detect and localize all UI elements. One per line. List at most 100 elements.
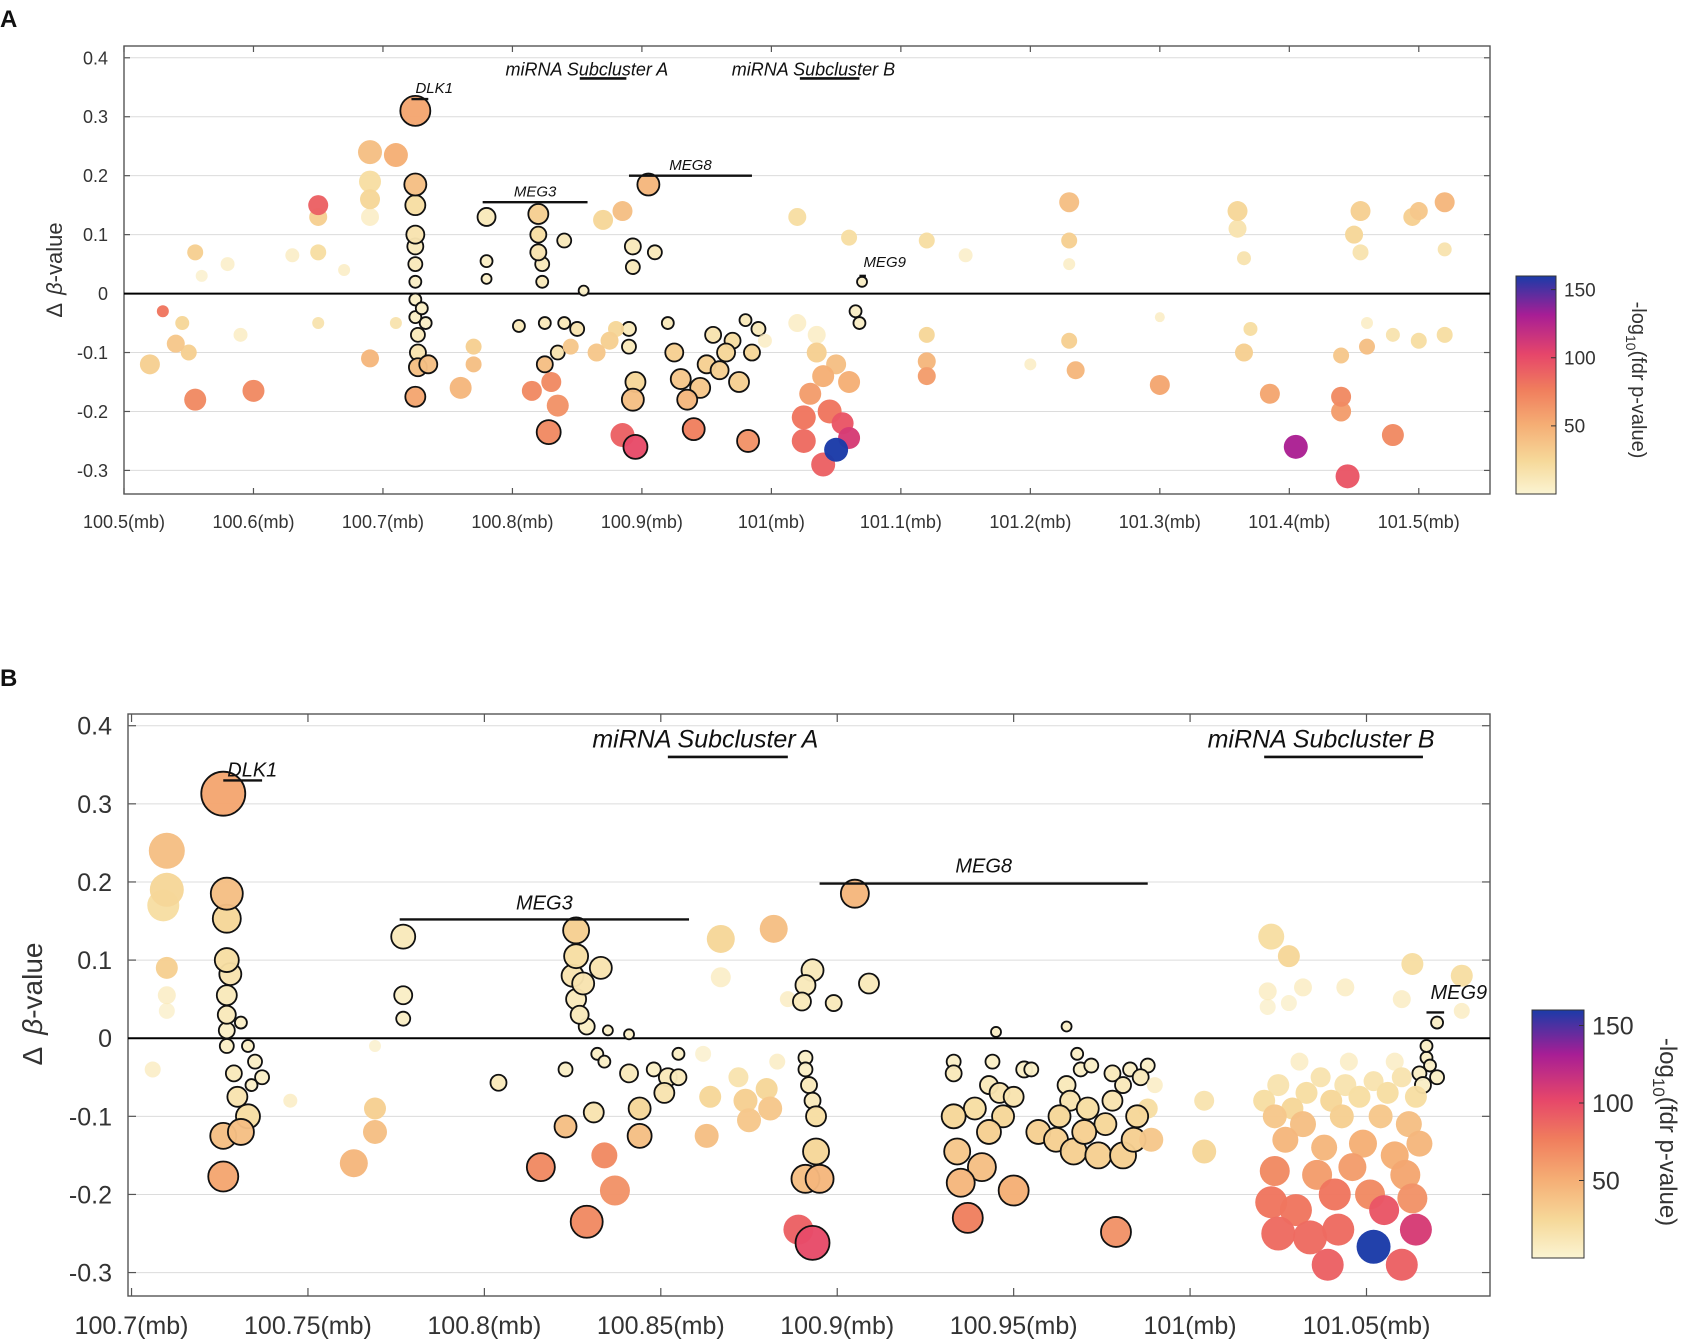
data-point: [676, 388, 699, 411]
y-tick-label: 0.4: [77, 713, 112, 741]
x-tick-label: 101(mb): [1144, 1312, 1237, 1340]
data-point: [958, 248, 973, 263]
data-point: [669, 368, 692, 390]
data-point: [1234, 343, 1253, 362]
data-point: [1345, 225, 1364, 244]
data-point: [791, 428, 816, 453]
data-point: [283, 1093, 298, 1108]
data-point: [750, 321, 767, 337]
data-point: [224, 1064, 243, 1083]
colorbar-tick-label: 100: [1564, 349, 1596, 370]
data-point: [1339, 1052, 1358, 1071]
data-point: [312, 317, 325, 330]
data-point: [1154, 312, 1165, 323]
data-point: [852, 316, 867, 330]
data-point: [1430, 1015, 1444, 1030]
data-point: [1100, 1216, 1132, 1248]
data-point: [1024, 358, 1037, 371]
gene-label: MEG9: [1430, 982, 1487, 1004]
data-point: [671, 1046, 686, 1061]
data-point: [1146, 1077, 1163, 1094]
data-point: [799, 382, 822, 405]
colorbar-ticks-b: 50 100 150: [1579, 1013, 1634, 1196]
panel-a: A 100.5(mb) 100.6(mb) 100.7(mb) 100.8(mb) 10…: [0, 6, 1649, 532]
data-point: [139, 354, 160, 375]
data-point: [571, 971, 596, 996]
data-point: [393, 985, 414, 1006]
x-axis-b: 100.7(mb) 100.75(mb) 100.8(mb) 100.85(mb) 10…: [75, 714, 1430, 1340]
data-point: [1149, 374, 1170, 395]
data-point: [623, 1028, 635, 1041]
data-point: [1397, 1183, 1428, 1214]
data-point: [368, 1040, 381, 1053]
data-point: [215, 984, 238, 1007]
data-point: [695, 1045, 712, 1062]
data-point: [1437, 242, 1452, 257]
data-point: [1227, 201, 1248, 222]
data-point: [769, 1053, 786, 1070]
x-tick-label: 100.85(mb): [597, 1312, 725, 1340]
data-point: [1360, 317, 1373, 330]
data-point: [362, 1119, 387, 1144]
gene-annotations-a: DLK1 MEG3 MEG8 MEG9: [411, 80, 907, 278]
data-point: [1259, 1156, 1290, 1187]
data-point: [217, 1021, 236, 1040]
data-point: [991, 1104, 1015, 1129]
data-point: [403, 172, 428, 197]
data-point: [414, 301, 429, 316]
gene-annotations-b: DLK1 MEG3 MEG8 MEG9: [223, 759, 1487, 1014]
data-point: [1336, 978, 1355, 997]
data-point: [653, 1081, 676, 1104]
data-point: [940, 1103, 967, 1130]
data-point: [1061, 332, 1078, 349]
data-point: [308, 195, 329, 216]
panel-label-b: B: [0, 665, 17, 692]
data-point: [1293, 1220, 1328, 1255]
data-point: [476, 207, 497, 227]
data-point: [418, 316, 433, 330]
data-point: [1283, 434, 1308, 459]
y-tick-label: -0.1: [77, 343, 108, 363]
data-point: [1333, 347, 1350, 364]
data-point: [358, 140, 383, 165]
x-tick-label: 101.2(mb): [989, 512, 1071, 532]
data-point: [944, 1064, 963, 1083]
data-point: [620, 387, 645, 412]
data-point: [1259, 998, 1276, 1015]
x-tick-label: 100.75(mb): [244, 1312, 372, 1340]
data-point: [1267, 1074, 1290, 1097]
data-point: [1419, 1039, 1434, 1053]
data-point: [966, 1152, 997, 1183]
data-point: [1277, 945, 1300, 968]
y-tick-label: 0: [98, 1025, 112, 1053]
data-point: [917, 367, 936, 386]
data-point: [848, 304, 863, 319]
mirna-regions-a: miRNA Subcluster A miRNA Subcluster B: [506, 59, 895, 80]
x-tick-label: 101(mb): [738, 512, 805, 532]
data-point: [788, 314, 807, 333]
data-point: [1262, 1104, 1287, 1129]
x-tick-label: 100.7(mb): [342, 512, 424, 532]
data-point: [1259, 383, 1280, 404]
data-point: [839, 878, 870, 909]
data-point: [797, 1061, 814, 1078]
data-point: [1101, 1089, 1124, 1112]
data-point: [841, 229, 858, 246]
data-point: [390, 923, 417, 950]
data-point: [410, 326, 426, 343]
data-point: [619, 1063, 639, 1084]
data-point: [918, 326, 935, 343]
data-point: [788, 207, 807, 226]
data-point: [144, 1061, 161, 1078]
data-point: [1390, 1159, 1421, 1190]
y-tick-label: 0.1: [83, 225, 108, 245]
data-point: [856, 275, 868, 288]
data-point: [1272, 1126, 1299, 1153]
data-point: [1376, 1081, 1399, 1104]
gene-label: MEG3: [514, 183, 557, 200]
data-point: [180, 344, 197, 361]
data-point: [226, 1085, 249, 1108]
data-point: [563, 943, 590, 970]
data-point: [158, 1002, 175, 1019]
